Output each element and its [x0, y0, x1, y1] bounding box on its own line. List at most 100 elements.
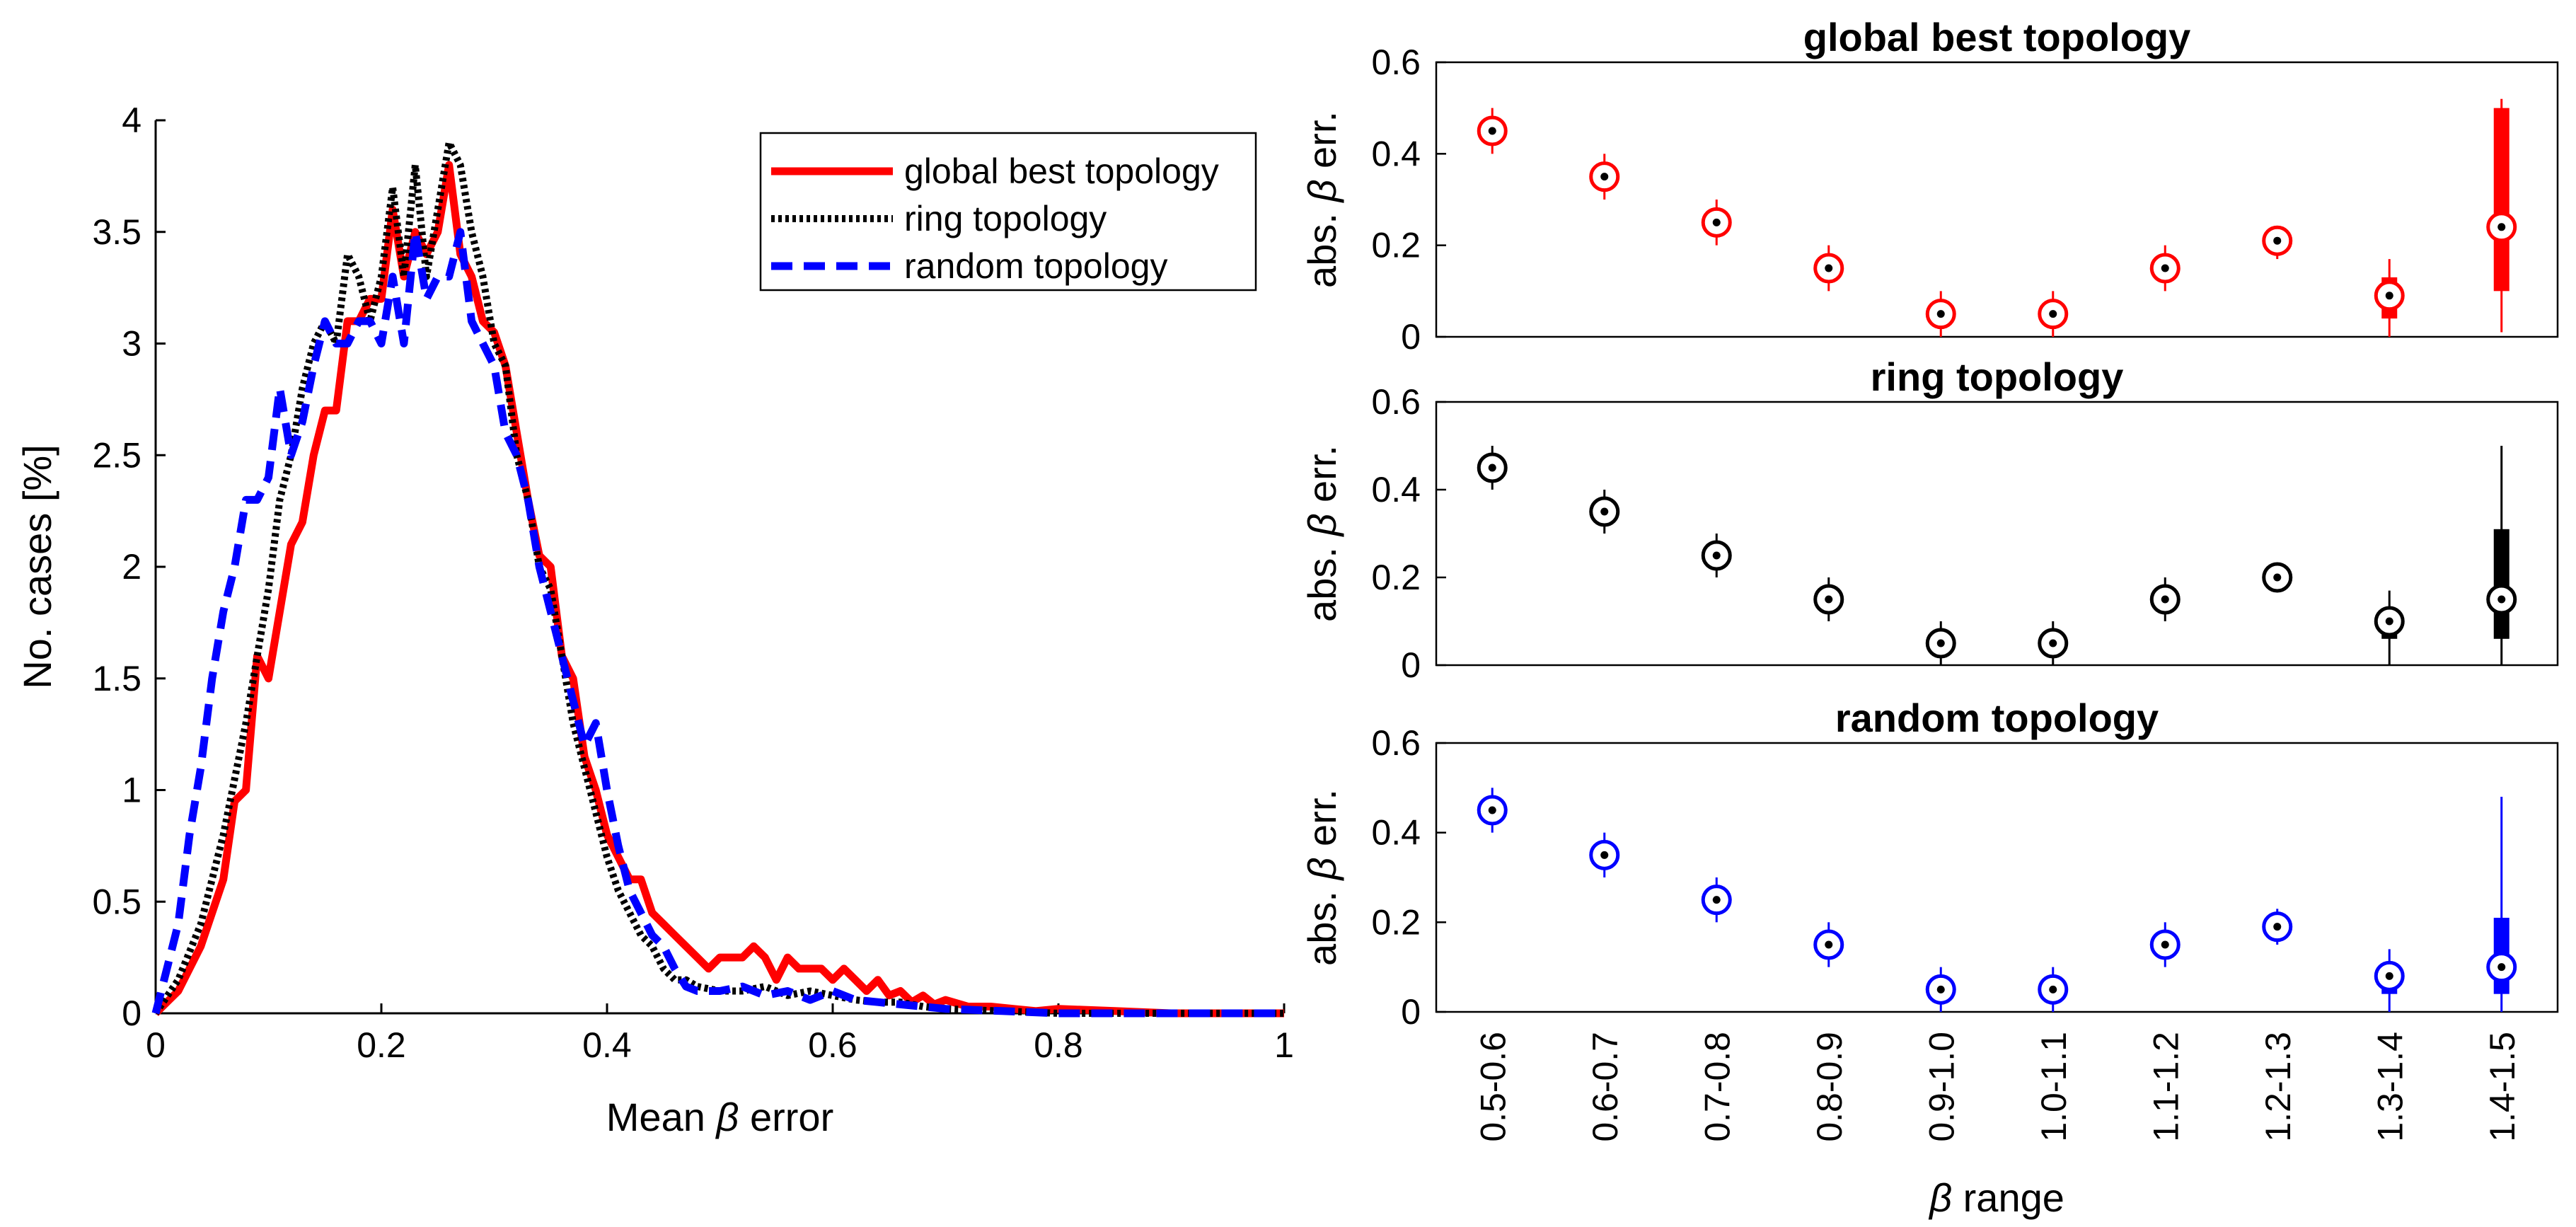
plot-frame	[1435, 61, 2559, 338]
x-tick-label: 1.3-1.4	[2370, 1032, 2410, 1142]
box-1.1-1.2	[2149, 577, 2181, 621]
box-0.7-0.8	[1701, 200, 1732, 246]
x-tick-label: 0.2	[357, 1025, 406, 1065]
box-1.1-1.2	[2149, 922, 2181, 967]
y-tick-label: 0.2	[1371, 558, 1421, 597]
y-tick-label: 1.5	[92, 659, 141, 698]
x-tick-label: 1.4-1.5	[2483, 1032, 2522, 1142]
median-dot	[1600, 173, 1609, 181]
box-0.6-0.7	[1589, 832, 1620, 877]
box-0.8-0.9	[1813, 922, 1844, 967]
box-0.9-1.0	[1925, 967, 1956, 1012]
median-dot	[1600, 507, 1609, 516]
median-dot	[2161, 940, 2169, 949]
y-tick-label: 0	[1401, 317, 1421, 357]
x-tick-label: 0.6-0.7	[1586, 1032, 1625, 1142]
median-dot	[1488, 806, 1496, 814]
median-dot	[2161, 595, 2169, 604]
y-tick-label: 0.6	[1371, 42, 1421, 82]
median-dot	[2049, 310, 2057, 318]
y-tick-label: 0	[1401, 645, 1421, 685]
plot-frame	[1435, 742, 2559, 1013]
box-1.3-1.4	[2374, 259, 2405, 337]
y-tick-label: 0.4	[1371, 813, 1421, 853]
y-axis-label: No. cases [%]	[15, 444, 59, 689]
box-0.8-0.9	[1813, 577, 1844, 621]
x-axis-label: Mean β error	[606, 1095, 833, 1139]
x-axis-label: β range	[1928, 1175, 2064, 1220]
x-tick-label: 0.8	[1034, 1025, 1083, 1065]
panel-title: ring topology	[1871, 355, 2124, 399]
legend-label: random topology	[904, 246, 1167, 286]
box-iqr	[2493, 529, 2509, 639]
boxplot-panel-2: 0 0.2 0.4 0.6 ring topology abs. β err.	[1300, 355, 2559, 685]
median-dot	[1488, 127, 1496, 135]
median-dot	[1712, 896, 1721, 904]
x-tick-label: 0.5-0.6	[1473, 1032, 1513, 1142]
box-1.4-1.5	[2486, 446, 2517, 665]
median-dot	[1712, 551, 1721, 560]
box-1.2-1.3	[2262, 562, 2293, 593]
y-tick-label: 2	[122, 547, 141, 587]
legend-label: global best topology	[904, 151, 1219, 191]
median-dot	[2385, 972, 2393, 980]
y-tick-label: 0.6	[1371, 723, 1421, 763]
box-1.0-1.1	[2038, 621, 2069, 665]
y-tick-label: 3	[122, 324, 141, 364]
y-tick-label: 0.4	[1371, 134, 1421, 173]
boxplot-panels: 0 0.2 0.4 0.6 global best topology abs. β err…	[1300, 15, 2559, 1220]
panel-title: global best topology	[1803, 15, 2191, 59]
y-tick-label: 3.5	[92, 212, 141, 252]
y-tick-label: 0.6	[1371, 382, 1421, 422]
y-tick-label: 0	[122, 993, 141, 1033]
median-dot	[2161, 264, 2169, 272]
box-1.3-1.4	[2374, 590, 2405, 665]
median-dot	[1825, 264, 1833, 272]
x-tick-label: 0.4	[582, 1025, 632, 1065]
panel-title: random topology	[1835, 696, 2159, 740]
x-tick-label: 1	[1274, 1025, 1294, 1065]
box-0.6-0.7	[1589, 490, 1620, 534]
box-1.4-1.5	[2486, 98, 2517, 333]
box-0.5-0.6	[1477, 446, 1508, 490]
legend-label: ring topology	[904, 199, 1107, 238]
median-dot	[2497, 595, 2506, 604]
x-tick-label: 0.6	[808, 1025, 857, 1065]
y-tick-label: 0	[1401, 992, 1421, 1032]
box-1.2-1.3	[2262, 225, 2293, 260]
y-tick-label: 0.5	[92, 882, 141, 921]
box-1.3-1.4	[2374, 949, 2405, 1012]
y-axis-label: abs. β err.	[1300, 111, 1344, 288]
x-tick-label: 1.0-1.1	[2034, 1032, 2074, 1142]
box-1.0-1.1	[2038, 967, 2069, 1012]
median-dot	[2385, 617, 2393, 626]
y-tick-label: 4	[122, 100, 141, 140]
median-dot	[1488, 463, 1496, 472]
median-dot	[1936, 985, 1945, 993]
median-dot	[1712, 218, 1721, 226]
y-tick-label: 2.5	[92, 435, 141, 475]
box-0.9-1.0	[1925, 291, 1956, 337]
box-0.7-0.8	[1701, 877, 1732, 923]
x-tick-label: 0.9-1.0	[1922, 1032, 1961, 1142]
median-dot	[2385, 292, 2393, 300]
y-tick-label: 0.4	[1371, 470, 1421, 509]
x-tick-label: 1.1-1.2	[2146, 1032, 2185, 1142]
series-line-ring-topology	[152, 139, 1284, 1017]
box-0.5-0.6	[1477, 788, 1508, 833]
box-0.8-0.9	[1813, 245, 1844, 292]
x-tick-label: 0	[146, 1025, 166, 1065]
median-dot	[2049, 639, 2057, 647]
median-dot	[1600, 851, 1609, 859]
median-dot	[1825, 595, 1833, 604]
box-iqr	[2493, 108, 2509, 292]
series-line-global-best-topology	[153, 161, 1284, 1018]
median-dot	[1936, 639, 1945, 647]
x-tick-label: 1.2-1.3	[2258, 1032, 2298, 1142]
median-dot	[2273, 923, 2282, 931]
histogram-line-chart: 0 0.5 1 1.5 2 2.5 3 3.5 4 0 0.2 0.4 0.6 0.8 1 Mean β er…	[15, 100, 1294, 1139]
box-1.4-1.5	[2486, 797, 2517, 1012]
boxplot-panel-1: 0 0.2 0.4 0.6 global best topology abs. β err…	[1300, 15, 2559, 357]
plot-frame	[1435, 401, 2559, 667]
